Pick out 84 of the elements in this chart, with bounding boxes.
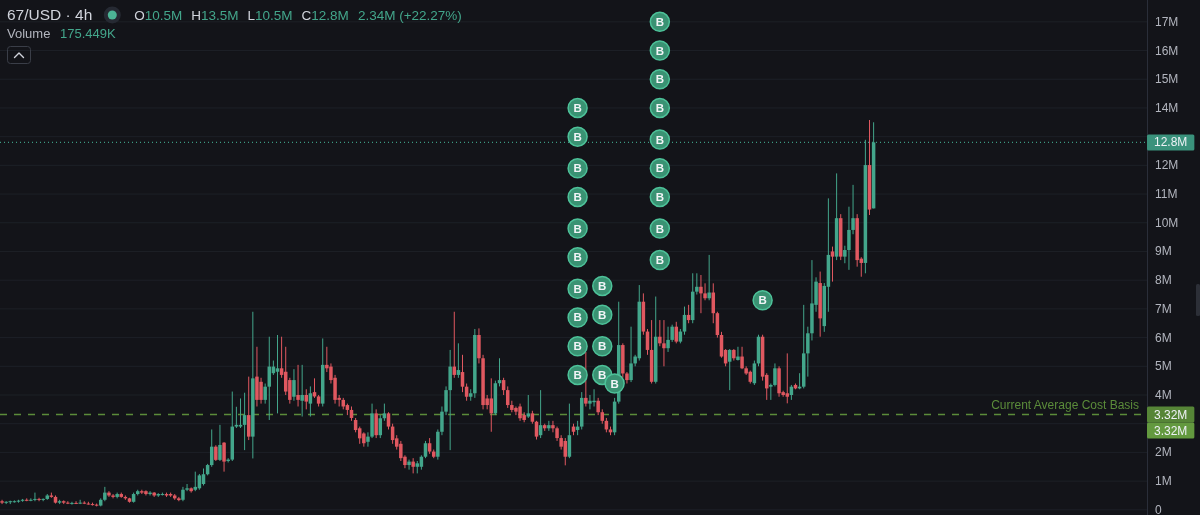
y-tick-label: 0 xyxy=(1155,502,1162,515)
text: B xyxy=(598,340,607,353)
text: B xyxy=(573,190,582,203)
candlestick xyxy=(0,499,4,505)
candlestick xyxy=(234,406,239,429)
text: B xyxy=(598,308,607,321)
candlestick xyxy=(292,368,296,402)
series-label: B xyxy=(573,101,582,114)
candlestick xyxy=(666,326,670,353)
annotation: L10.5M xyxy=(247,8,293,23)
candlestick xyxy=(33,492,37,502)
candlestick xyxy=(255,346,259,407)
candlestick xyxy=(238,397,243,429)
candlestick xyxy=(740,346,744,370)
candlestick xyxy=(275,334,280,414)
candlestick xyxy=(308,385,313,418)
candlestick xyxy=(514,405,518,416)
y-tick-label: 8M xyxy=(1155,273,1172,288)
series-label: B xyxy=(655,101,664,114)
candlestick xyxy=(448,349,452,451)
candlestick xyxy=(736,346,740,362)
candlestick xyxy=(584,351,588,407)
series-label: B xyxy=(655,15,664,28)
candlestick xyxy=(259,377,263,405)
y-tick-label: 1M xyxy=(1155,474,1172,489)
series-label: B xyxy=(655,133,664,146)
y-tick-label: 16M xyxy=(1155,43,1179,58)
y-tick-label: 10M xyxy=(1155,215,1179,230)
text: B xyxy=(573,368,582,381)
candlestick xyxy=(526,394,531,419)
text: B xyxy=(610,377,619,390)
candlestick xyxy=(296,364,300,407)
y-tick-label: 4M xyxy=(1155,388,1172,403)
annotation: O10.5M xyxy=(134,8,183,23)
text: 12.8M xyxy=(1154,135,1188,150)
series-label: B xyxy=(573,311,582,324)
text: B xyxy=(655,190,664,203)
series-label: B xyxy=(655,222,664,235)
y-tick-label: 17M xyxy=(1155,14,1179,29)
text: B xyxy=(573,130,582,143)
annotation: Volume 175.449K xyxy=(7,26,116,41)
candlestick xyxy=(407,459,411,471)
text: B xyxy=(758,294,767,307)
candlestick xyxy=(222,441,226,473)
candlestick xyxy=(699,274,703,314)
candlestick xyxy=(662,319,666,367)
y-tick-label: 15M xyxy=(1155,72,1179,87)
text: B xyxy=(655,254,664,267)
y-tick-label: 9M xyxy=(1155,244,1172,259)
text: B xyxy=(573,282,582,295)
y-tick-label: 12M xyxy=(1155,158,1179,173)
text: B xyxy=(573,162,582,175)
candlestick xyxy=(707,254,711,301)
candlestick xyxy=(111,493,115,499)
candlestick xyxy=(304,388,309,410)
y-tick-label: 14M xyxy=(1155,100,1179,115)
y-tick-label: 2M xyxy=(1155,445,1172,460)
candlestick xyxy=(773,362,777,387)
text: 3.32M xyxy=(1154,423,1188,438)
text: B xyxy=(573,340,582,353)
y-tick-label: 5M xyxy=(1155,359,1172,374)
annotation: C12.8M xyxy=(301,8,349,23)
annotation: H13.5M xyxy=(191,8,239,23)
text: B xyxy=(573,222,582,235)
candlestick xyxy=(830,246,835,283)
y-tick-label: 11M xyxy=(1155,187,1178,202)
text: 3.32M xyxy=(1154,407,1188,422)
series-label: B xyxy=(655,162,664,175)
candlestick xyxy=(263,383,267,405)
chart-title: 67/USD · 4h xyxy=(7,6,93,23)
text: B xyxy=(598,279,607,292)
candlestick xyxy=(218,424,222,462)
candlestick xyxy=(695,272,699,296)
series-label: B xyxy=(655,73,664,86)
ref-line-label: Current Average Cost Basis xyxy=(991,397,1139,412)
candlestick xyxy=(374,408,378,439)
candlestick xyxy=(629,326,633,383)
series-label: B xyxy=(655,44,664,57)
series-label: B xyxy=(598,368,607,381)
y-tick-label: 6M xyxy=(1155,330,1172,345)
candlestick xyxy=(300,364,304,418)
annotation: 2.34M (+22.27%) xyxy=(357,8,462,23)
text: B xyxy=(573,251,582,264)
y-tick-label: 7M xyxy=(1155,301,1172,316)
